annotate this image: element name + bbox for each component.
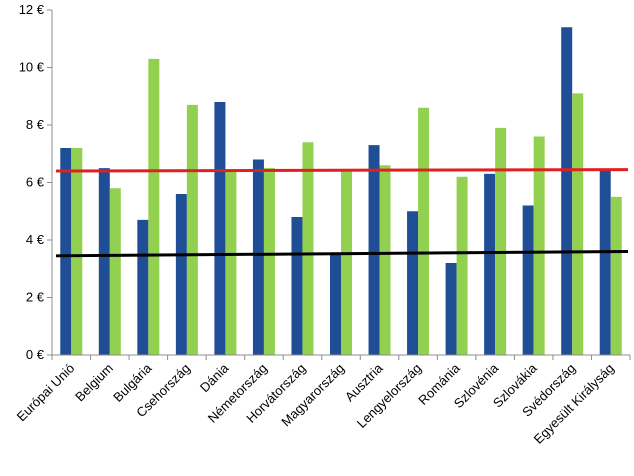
bar-series1-8 <box>368 145 380 355</box>
trend-line-2 <box>55 250 629 258</box>
bar-series1-11 <box>484 173 496 355</box>
bar-series2-9 <box>418 107 430 355</box>
bar-series1-14 <box>599 171 611 355</box>
y-tick-label: 6 € <box>26 175 45 190</box>
bar-series2-3 <box>186 104 198 355</box>
bar-series2-0 <box>71 148 83 355</box>
y-tick-labels: 0 € 2 € 4 € 6 € 8 € 10 € 12 € <box>19 2 52 362</box>
bars-layer <box>60 27 622 355</box>
bar-series1-3 <box>175 194 187 355</box>
y-tick-label: 12 € <box>19 2 45 17</box>
bar-series2-14 <box>610 196 622 355</box>
bar-series1-6 <box>291 217 303 355</box>
y-tick-label: 8 € <box>26 117 45 132</box>
bar-series1-13 <box>561 27 573 355</box>
bar-series2-1 <box>109 188 121 355</box>
category-label: Belgium <box>72 361 116 405</box>
bar-series2-8 <box>379 165 391 355</box>
bar-series2-2 <box>148 58 160 355</box>
bar-series2-13 <box>572 93 584 355</box>
bar-series1-1 <box>98 168 110 355</box>
y-tick-label: 0 € <box>26 347 45 362</box>
bar-series1-0 <box>60 148 72 355</box>
bar-series1-7 <box>330 254 341 355</box>
bar-series1-5 <box>252 159 264 355</box>
bar-series2-12 <box>533 136 545 355</box>
y-tick-label: 10 € <box>19 60 45 75</box>
category-label: Európai Unió <box>14 361 78 425</box>
bar-series1-12 <box>522 205 534 355</box>
y-tick-label: 2 € <box>26 290 45 305</box>
bar-series2-7 <box>341 171 352 355</box>
trend-line-1 <box>55 168 629 173</box>
bar-series2-4 <box>225 171 237 355</box>
y-tick-label: 4 € <box>26 232 45 247</box>
bar-series2-10 <box>456 176 468 355</box>
bar-series2-5 <box>263 168 275 355</box>
category-label: Dánia <box>197 360 232 395</box>
bar-series2-11 <box>495 127 507 355</box>
bar-series1-10 <box>445 263 457 355</box>
trend-lines-layer <box>55 168 629 258</box>
bar-series1-9 <box>407 211 419 355</box>
bar-series1-2 <box>137 219 149 355</box>
bar-series1-4 <box>214 102 226 355</box>
bar-series2-6 <box>302 142 314 355</box>
